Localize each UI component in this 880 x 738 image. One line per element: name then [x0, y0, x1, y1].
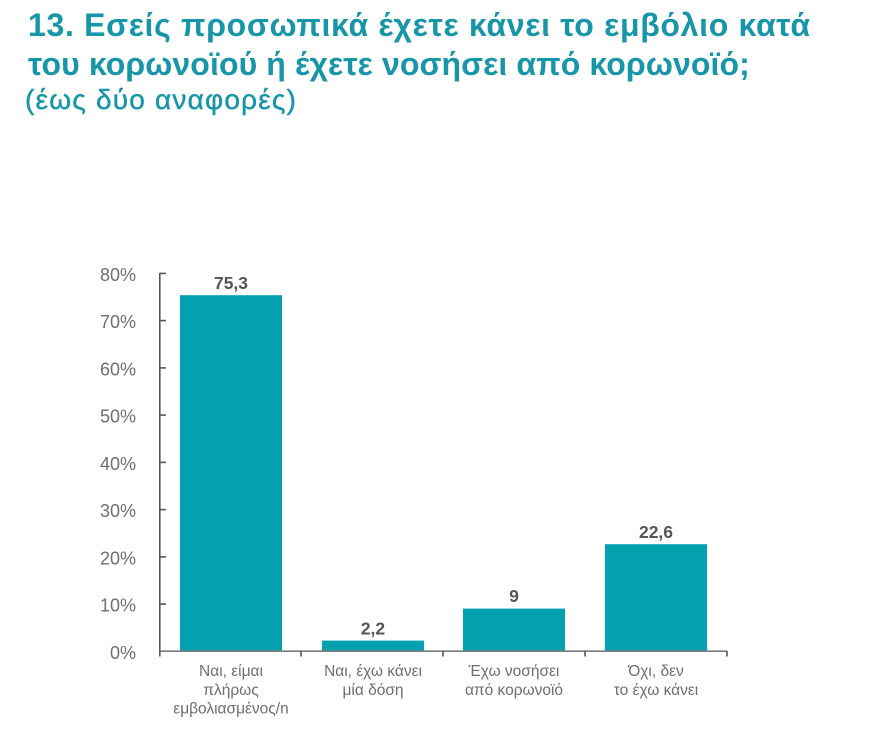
svg-text:10%: 10% [100, 596, 136, 616]
svg-text:Έχω νοσήσει: Έχω νοσήσει [468, 663, 560, 680]
svg-text:60%: 60% [100, 360, 136, 380]
svg-text:εμβολιασμένος/n: εμβολιασμένος/n [173, 701, 288, 718]
svg-text:Ναι, είμαι: Ναι, είμαι [199, 663, 263, 680]
svg-text:75,3: 75,3 [214, 273, 248, 293]
svg-text:πλήρως: πλήρως [203, 682, 258, 699]
svg-text:30%: 30% [100, 501, 136, 521]
svg-text:80%: 80% [100, 265, 136, 285]
svg-text:40%: 40% [100, 454, 136, 474]
svg-text:9: 9 [509, 586, 519, 606]
svg-text:0%: 0% [110, 643, 136, 663]
svg-text:Ναι, έχω κάνει: Ναι, έχω κάνει [324, 663, 422, 680]
svg-text:50%: 50% [100, 407, 136, 427]
svg-text:2,2: 2,2 [361, 619, 386, 639]
svg-text:22,6: 22,6 [639, 522, 673, 542]
svg-text:20%: 20% [100, 549, 136, 569]
svg-text:το έχω κάνει: το έχω κάνει [614, 682, 699, 699]
svg-text:70%: 70% [100, 312, 136, 332]
svg-text:μία δόση: μία δόση [342, 682, 403, 699]
svg-text:Όχι, δεν: Όχι, δεν [627, 663, 684, 680]
svg-text:από κορωνοϊό: από κορωνοϊό [465, 682, 563, 699]
